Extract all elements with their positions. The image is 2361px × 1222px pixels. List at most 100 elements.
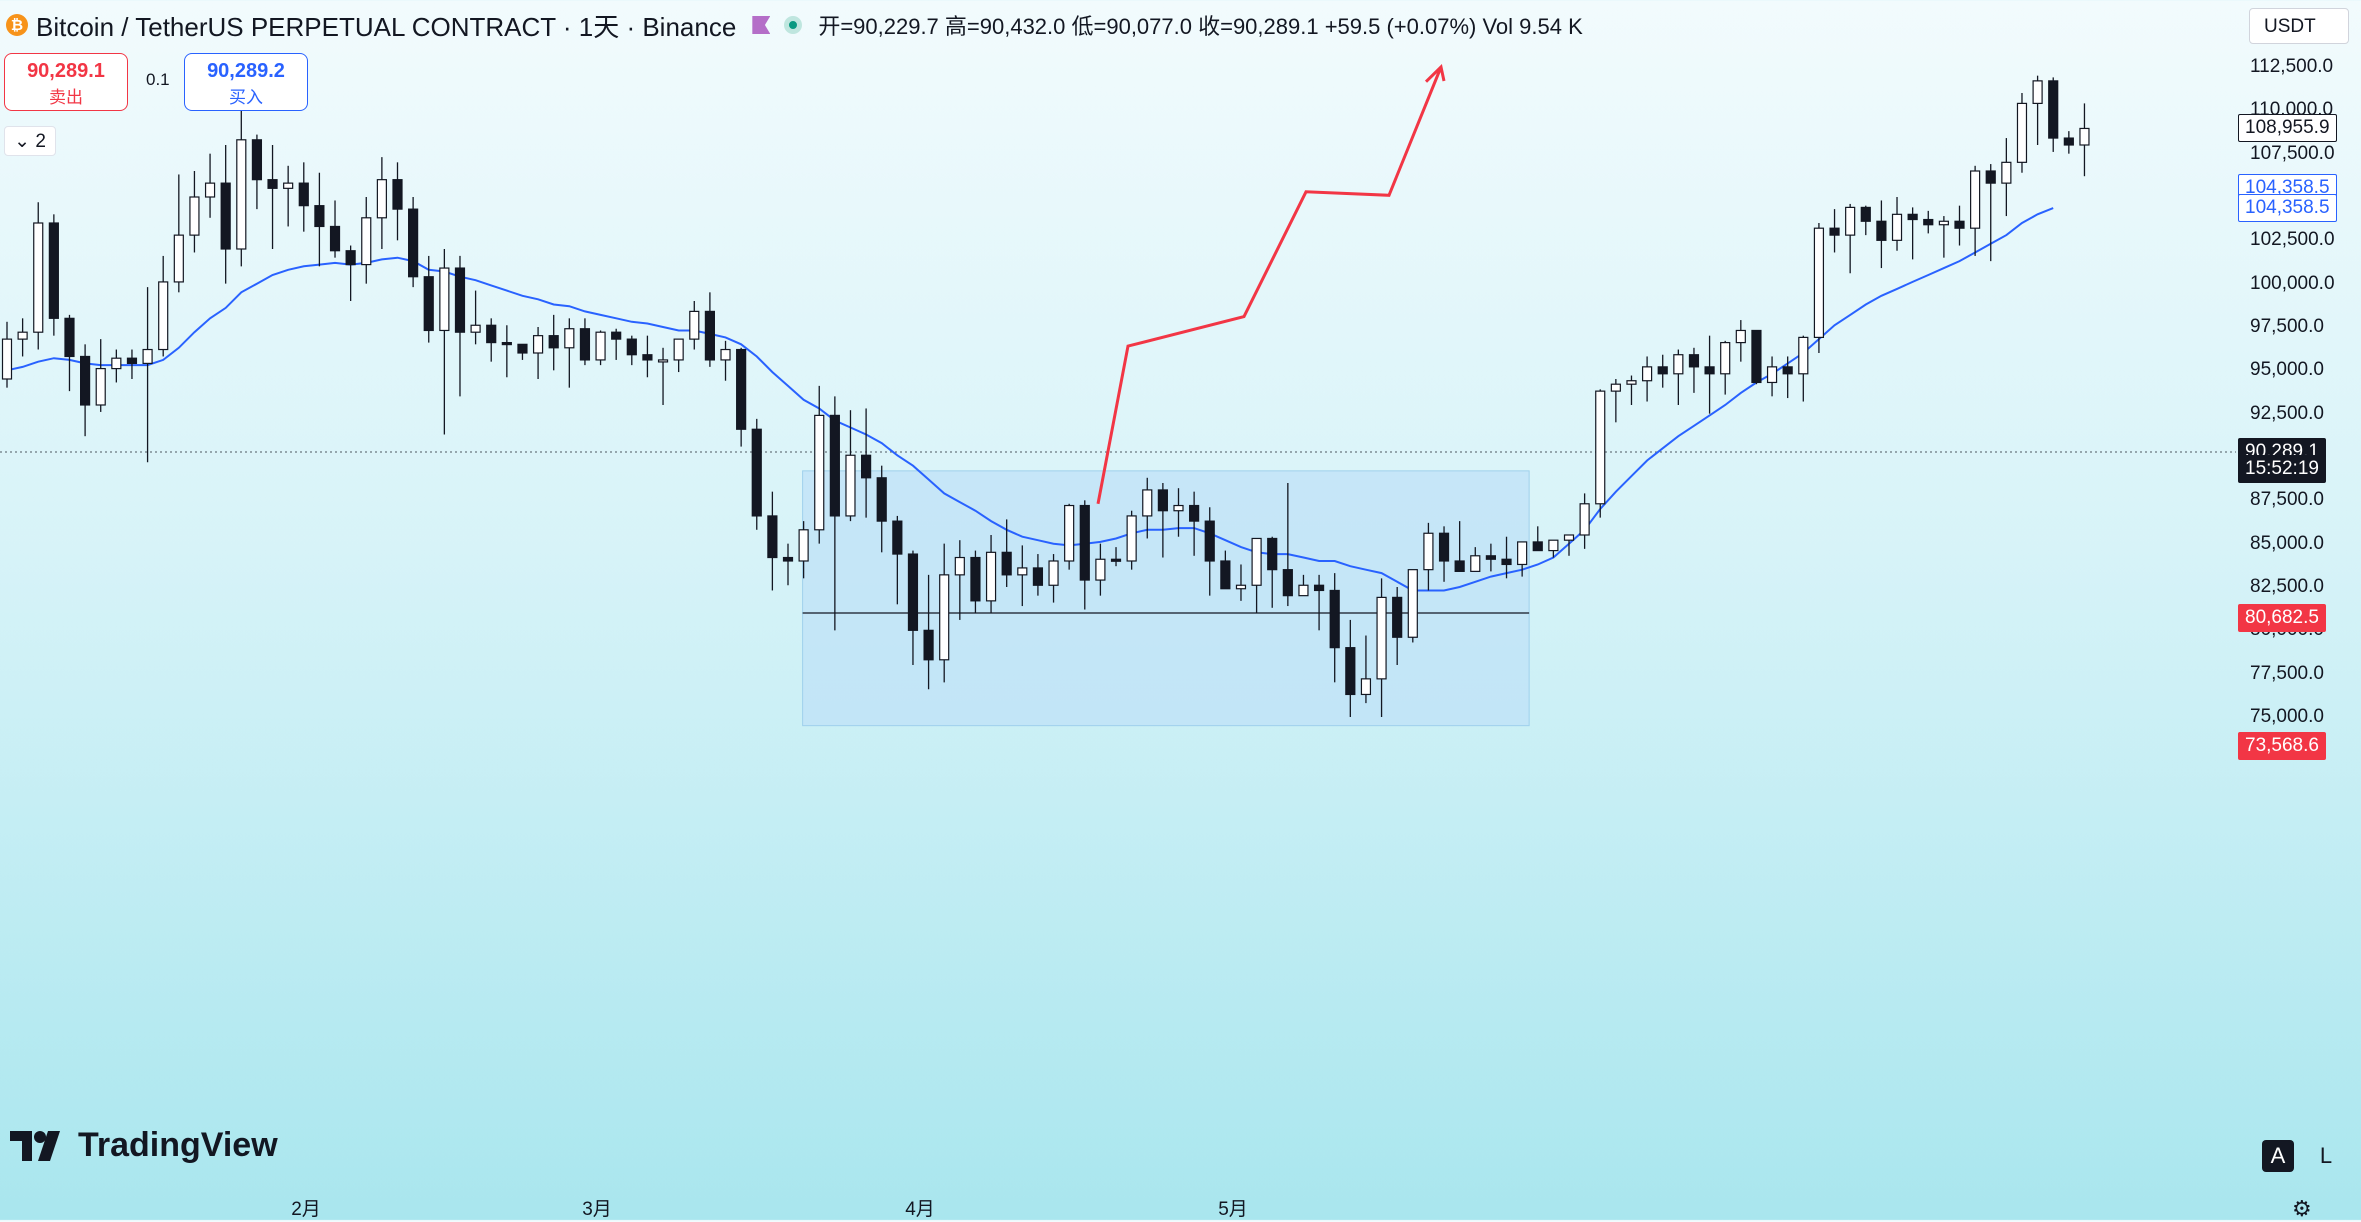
- candle-body: [1907, 213, 1918, 221]
- candle-body: [1595, 390, 1606, 505]
- sell-label: 卖出: [49, 88, 83, 107]
- candle-body: [1985, 170, 1996, 184]
- candle-body: [1392, 596, 1403, 638]
- candle-body: [548, 335, 559, 349]
- candle-body: [1204, 520, 1215, 562]
- price-tick-label: 92,500.0: [2250, 402, 2324, 424]
- candle-body: [1548, 539, 1559, 552]
- candle-body: [142, 348, 153, 364]
- price-tick-label: 85,000.0: [2250, 532, 2324, 554]
- candle-body: [1813, 227, 1825, 338]
- candle-body: [314, 205, 325, 228]
- partial-tag: 73,568.6: [2238, 732, 2326, 761]
- candle-body: [798, 529, 809, 562]
- time-axis[interactable]: 2月 3月 4月 5月: [0, 1188, 2236, 1220]
- candle-body: [111, 357, 122, 370]
- candle-body: [1454, 560, 1465, 572]
- candle-body: [704, 310, 716, 361]
- candle-body: [1501, 558, 1512, 566]
- candle-body: [79, 355, 91, 406]
- candle-body: [1032, 567, 1044, 586]
- price-tick-label: 112,500.0: [2250, 56, 2334, 77]
- chevron-down-icon: ⌄: [14, 131, 31, 152]
- candle-body: [1251, 537, 1262, 586]
- auto-scale-button[interactable]: A: [2262, 1140, 2294, 1172]
- candle-body: [767, 515, 778, 559]
- candle-body: [736, 348, 747, 430]
- flag-icon[interactable]: [752, 16, 771, 34]
- candle-body: [1345, 647, 1356, 696]
- buy-price: 90,289.2: [207, 60, 285, 82]
- candle-body: [954, 556, 965, 576]
- candle-body: [251, 139, 263, 181]
- price-tick-label: 87,500.0: [2250, 489, 2324, 511]
- candle-body: [1517, 541, 1528, 566]
- indicator-collapse-button[interactable]: ⌄ 2: [4, 126, 56, 156]
- chart-canvas[interactable]: [0, 0, 2236, 1188]
- buy-button[interactable]: 90,289.2 买入: [184, 53, 308, 111]
- candle-body: [126, 357, 138, 364]
- candle-body: [1, 338, 13, 380]
- price-tick-label: 97,500.0: [2250, 315, 2324, 337]
- candle-body: [1735, 329, 1746, 344]
- candle-body: [2032, 80, 2043, 104]
- price-tick-label: 100,000.0: [2250, 272, 2335, 294]
- candle-body: [1079, 504, 1090, 581]
- candle-body: [1282, 569, 1293, 597]
- candle-body: [470, 324, 481, 333]
- candle-body: [689, 310, 700, 340]
- settings-icon[interactable]: ⚙: [2292, 1196, 2312, 1221]
- candle-body: [782, 556, 794, 562]
- candle-body: [236, 139, 247, 250]
- candle-body: [1782, 366, 1793, 375]
- candle-body: [2063, 137, 2074, 146]
- candle-body: [267, 179, 278, 189]
- candle-body: [48, 222, 59, 319]
- spread-value: 0.1: [146, 70, 170, 89]
- candle-body: [1673, 354, 1684, 375]
- candle-body: [1095, 558, 1106, 581]
- candle-body: [1626, 380, 1637, 385]
- sell-button[interactable]: 90,289.1 卖出: [4, 53, 128, 111]
- candle-body: [1329, 589, 1340, 649]
- candle-body: [1704, 366, 1715, 375]
- market-status-icon[interactable]: [784, 16, 803, 34]
- candle-body: [158, 281, 169, 351]
- candle-body: [814, 414, 825, 531]
- candle-body: [1954, 220, 1965, 229]
- candle-body: [361, 217, 372, 266]
- candle-body: [626, 338, 637, 356]
- symbol-header: ₿ Bitcoin / TetherUS PERPETUAL CONTRACT …: [0, 0, 1583, 50]
- candle-body: [532, 335, 544, 354]
- candle-body: [298, 182, 309, 207]
- candle-body: [329, 225, 341, 252]
- candle-body: [1938, 220, 1949, 226]
- candle-body: [1438, 532, 1450, 562]
- price-axis[interactable]: 75,000.077,500.080,000.082,500.085,000.0…: [2236, 0, 2361, 1188]
- price-chart[interactable]: [0, 0, 2236, 1188]
- candle-body: [1766, 366, 1778, 384]
- currency-select[interactable]: USDT: [2249, 8, 2349, 44]
- price-tick-label: 82,500.0: [2250, 575, 2324, 597]
- symbol-title[interactable]: Bitcoin / TetherUS PERPETUAL CONTRACT · …: [36, 11, 737, 42]
- candle-body: [673, 338, 684, 361]
- candle-body: [95, 367, 106, 406]
- candle-body: [1298, 584, 1309, 597]
- candle-body: [423, 276, 434, 332]
- time-tick-label: 5月: [1218, 1199, 1248, 1220]
- log-scale-button[interactable]: L: [2319, 1143, 2333, 1168]
- candle-body: [1423, 532, 1434, 571]
- candle-body: [907, 553, 919, 631]
- candle-body: [595, 331, 606, 361]
- candle-body: [1970, 170, 1981, 229]
- candle-body: [611, 331, 622, 340]
- candle-body: [189, 196, 200, 236]
- candle-body: [345, 250, 356, 266]
- candle-body: [657, 359, 669, 363]
- candle-body: [829, 414, 840, 517]
- candle-body: [1313, 584, 1325, 592]
- candle-body: [1751, 329, 1762, 384]
- candle-body: [1470, 555, 1481, 572]
- trend-arrow-head: [1424, 64, 1446, 83]
- candle-body: [720, 348, 731, 361]
